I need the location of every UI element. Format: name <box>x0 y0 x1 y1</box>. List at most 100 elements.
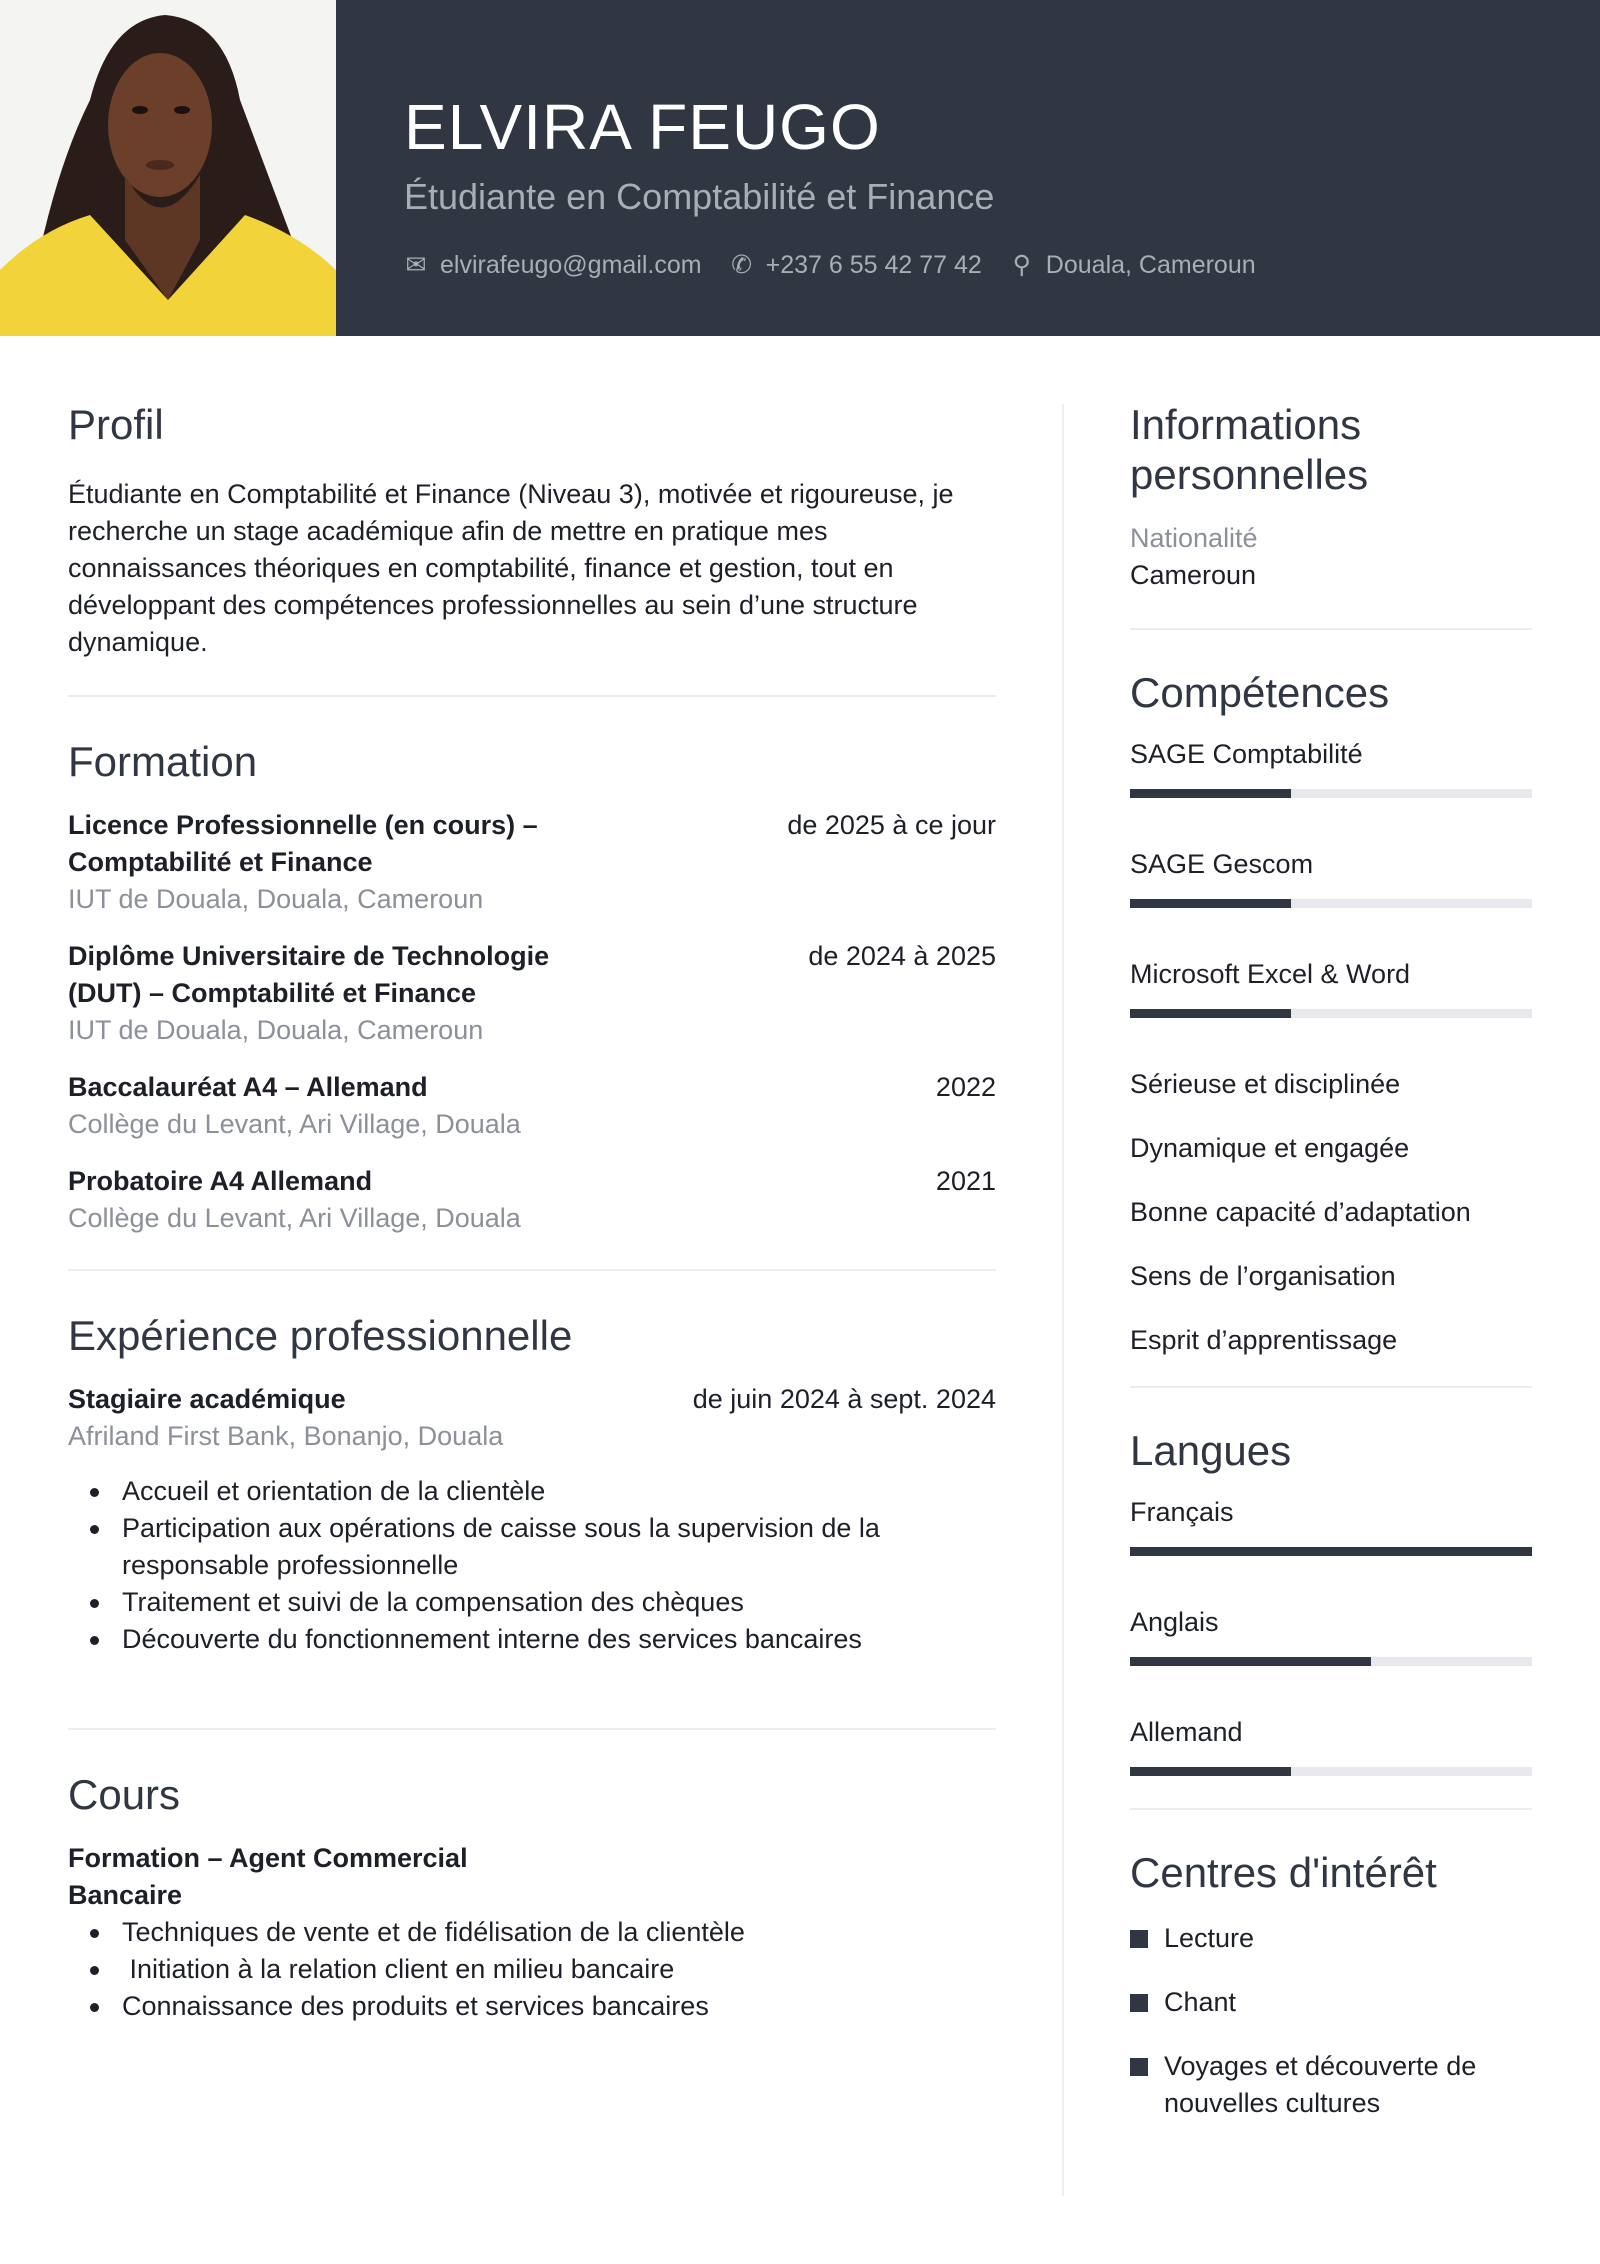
skill-level-fill <box>1130 899 1291 908</box>
envelope-icon: ✉ <box>405 251 427 279</box>
formation-place: IUT de Douala, Douala, Cameroun <box>68 1015 484 1045</box>
formation-title: Diplôme Universitaire de Technologie (DU… <box>68 941 550 1008</box>
contact-phone[interactable]: ✆ +237 6 55 42 77 42 <box>730 250 982 280</box>
formation-date: 2021 <box>935 1166 996 1196</box>
divider <box>1130 628 1532 630</box>
formation-place: Collège du Levant, Ari Village, Douala <box>68 1203 521 1233</box>
formation-entry: Probatoire A4 Allemand 2021 <box>68 1163 996 1200</box>
soft-skill: Sérieuse et disciplinée <box>1130 1069 1401 1099</box>
interets-heading: Centres d'intérêt <box>1130 1849 1437 1896</box>
language-name: Français <box>1130 1497 1234 1527</box>
language-level-fill <box>1130 1547 1532 1556</box>
interests-list: Lecture Chant Voyages et découverte de nou… <box>1130 1920 1532 2122</box>
language-name: Anglais <box>1130 1607 1219 1637</box>
experience-bullets: Accueil et orientation de la clientèle P… <box>68 1473 996 1658</box>
column-divider <box>1062 404 1064 2196</box>
skill-name: SAGE Gescom <box>1130 849 1314 879</box>
cours-title: Formation – Agent Commercial Bancaire <box>68 1843 468 1910</box>
skill-level-fill <box>1130 789 1291 798</box>
phone-text: +237 6 55 42 77 42 <box>765 250 982 279</box>
cours-heading: Cours <box>68 1771 181 1818</box>
divider <box>68 1269 996 1271</box>
header: ELVIRA FEUGO Étudiante en Comptabilité e… <box>0 0 1600 336</box>
cours-bullets: Techniques de vente et de fidélisation d… <box>68 1914 996 2025</box>
skill-level-fill <box>1130 1009 1291 1018</box>
formation-title: Licence Professionnelle (en cours) – Com… <box>68 810 538 877</box>
divider <box>68 1728 996 1730</box>
formation-title: Probatoire A4 Allemand <box>68 1166 373 1196</box>
languages-list: Français Anglais Allemand <box>1130 1494 1532 1776</box>
formation-place: Collège du Levant, Ari Village, Douala <box>68 1109 521 1139</box>
experience-title: Stagiaire académique <box>68 1384 346 1414</box>
language-name: Allemand <box>1130 1717 1243 1747</box>
contact-bar: ✉ elvirafeugo@gmail.com ✆ +237 6 55 42 77 … <box>404 250 1284 280</box>
interest-item: Lecture <box>1130 1920 1532 1957</box>
formation-entry: Diplôme Universitaire de Technologie (DU… <box>68 938 996 1012</box>
divider <box>68 695 996 697</box>
infos-heading: Informations personnelles <box>1130 401 1369 498</box>
competences-heading: Compétences <box>1130 669 1390 716</box>
skills-list: SAGE Comptabilité SAGE Gescom Microsoft Ex… <box>1130 736 1532 1018</box>
square-bullet-icon <box>1130 2058 1148 2076</box>
formation-date: de 2025 à ce jour <box>787 810 996 840</box>
profile-photo <box>0 0 336 336</box>
language-level-fill <box>1130 1767 1291 1776</box>
map-pin-icon: ⚲ <box>1012 251 1031 279</box>
skill-level-bar <box>1130 899 1532 908</box>
formation-list: Licence Professionnelle (en cours) – Com… <box>68 807 996 1237</box>
profil-text: Étudiante en Comptabilité et Finance (Ni… <box>68 479 954 657</box>
experience-date: de juin 2024 à sept. 2024 <box>692 1384 996 1414</box>
langues-heading: Langues <box>1130 1427 1292 1474</box>
formation-entry: Baccalauréat A4 – Allemand 2022 <box>68 1069 996 1106</box>
formation-title: Baccalauréat A4 – Allemand <box>68 1072 428 1102</box>
skill-name: Microsoft Excel & Word <box>1130 959 1411 989</box>
skill-level-bar <box>1130 1009 1532 1018</box>
experience-entry: Stagiaire académique de juin 2024 à sept… <box>68 1381 996 1418</box>
main-column: Profil Étudiante en Comptabilité et Fina… <box>68 400 996 2025</box>
skill-name: SAGE Comptabilité <box>1130 739 1363 769</box>
location-text: Douala, Cameroun <box>1045 250 1256 279</box>
list-item: Initiation à la relation client en milie… <box>68 1951 996 1988</box>
list-item: Participation aux opérations de caisse s… <box>68 1510 996 1584</box>
soft-skills-list: Sérieuse et disciplinée Dynamique et enga… <box>1130 1066 1532 1359</box>
cours-entry: Formation – Agent Commercial Bancaire <box>68 1840 996 1914</box>
square-bullet-icon <box>1130 1994 1148 2012</box>
interest-label: Voyages et découverte de nouvelles cultu… <box>1164 2051 1477 2118</box>
soft-skill: Sens de l’organisation <box>1130 1261 1396 1291</box>
language-level-fill <box>1130 1657 1372 1666</box>
soft-skill: Dynamique et engagée <box>1130 1133 1410 1163</box>
sidebar-column: Informations personnelles Nationalité Ca… <box>1130 400 1532 2149</box>
list-item: Accueil et orientation de la clientèle <box>68 1473 996 1510</box>
language-level-bar <box>1130 1657 1532 1666</box>
divider <box>1130 1808 1532 1810</box>
list-item: Traitement et suivi de la compensation d… <box>68 1584 996 1621</box>
formation-entry: Licence Professionnelle (en cours) – Com… <box>68 807 996 881</box>
list-item: Découverte du fonctionnement interne des… <box>68 1621 996 1658</box>
formation-place: IUT de Douala, Douala, Cameroun <box>68 884 484 914</box>
phone-icon: ✆ <box>731 251 753 279</box>
formation-date: de 2024 à 2025 <box>808 941 996 971</box>
candidate-title: Étudiante en Comptabilité et Finance <box>404 176 995 217</box>
list-item: Connaissance des produits et services ba… <box>68 1988 996 2025</box>
candidate-name: ELVIRA FEUGO <box>404 91 881 163</box>
interest-item: Chant <box>1130 1984 1532 2021</box>
formation-date: 2022 <box>935 1072 996 1102</box>
interest-label: Chant <box>1164 1987 1237 2017</box>
square-bullet-icon <box>1130 1930 1148 1948</box>
skill-level-bar <box>1130 789 1532 798</box>
divider <box>1130 1386 1532 1388</box>
list-item: Techniques de vente et de fidélisation d… <box>68 1914 996 1951</box>
interest-label: Lecture <box>1164 1923 1255 1953</box>
soft-skill: Bonne capacité d’adaptation <box>1130 1197 1471 1227</box>
profil-heading: Profil <box>68 401 164 448</box>
nationality-value: Cameroun <box>1130 560 1257 590</box>
email-text: elvirafeugo@gmail.com <box>440 250 702 279</box>
contact-email[interactable]: ✉ elvirafeugo@gmail.com <box>404 250 702 280</box>
interest-item: Voyages et découverte de nouvelles cultu… <box>1130 2048 1532 2122</box>
language-level-bar <box>1130 1547 1532 1556</box>
experience-heading: Expérience professionnelle <box>68 1312 573 1359</box>
soft-skill: Esprit d’apprentissage <box>1130 1325 1398 1355</box>
nationality-label: Nationalité <box>1130 523 1258 553</box>
formation-heading: Formation <box>68 738 258 785</box>
contact-location: ⚲ Douala, Cameroun <box>1010 250 1256 280</box>
